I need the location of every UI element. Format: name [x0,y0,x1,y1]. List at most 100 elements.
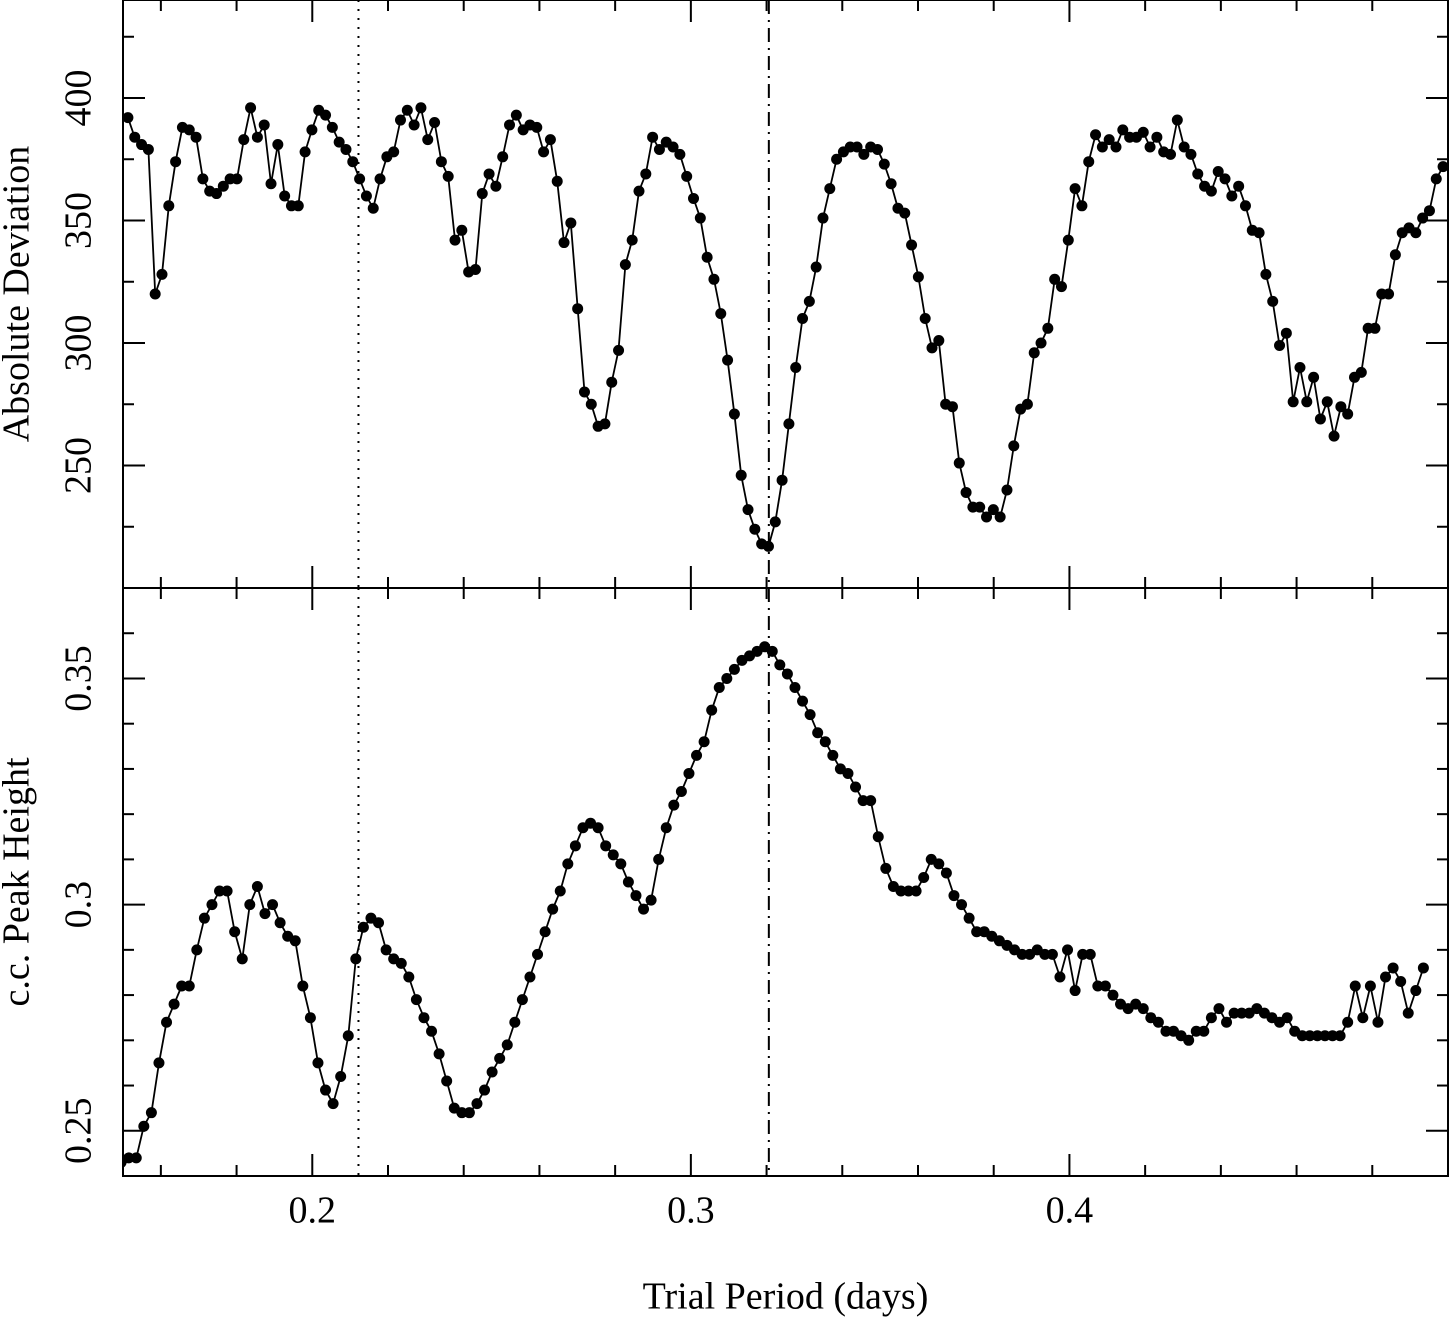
data-point [1039,948,1051,960]
data-point [198,912,210,924]
data-point [1296,1030,1308,1042]
data-point [532,948,544,960]
data-point [668,799,680,811]
data-point [258,119,270,131]
data-point [1357,1012,1369,1024]
data-point [1213,1003,1225,1015]
plot-area [123,588,1429,1176]
data-point [715,308,727,320]
data-point [691,749,703,761]
y-tick-label: 0.3 [58,881,100,929]
data-point [1008,440,1020,452]
data-point [790,362,802,373]
data-point [191,944,203,956]
data-point [713,682,725,694]
data-point [1021,398,1033,410]
data-point [238,134,250,146]
data-point [504,119,516,131]
data-point [1380,971,1392,983]
data-point [1192,168,1204,180]
data-point [722,354,734,366]
data-point [449,234,461,246]
data-point [1090,129,1102,141]
data-point [433,1048,445,1060]
data-point [1410,227,1422,239]
data-point [410,994,422,1006]
data-point [1437,161,1448,173]
data-point [812,727,824,739]
data-point [606,376,618,388]
data-point [1342,408,1354,420]
data-point [1387,962,1399,974]
data-point [956,899,968,911]
data-point [971,926,983,938]
data-point [667,141,679,153]
data-point [940,867,952,879]
data-point [694,212,706,224]
x-axis-label: Trial Period (days) [643,1276,929,1318]
data-point [831,153,843,165]
data-point [626,234,638,246]
data-point [1233,180,1245,192]
data-point [306,124,318,136]
data-point [728,408,740,420]
data-point [1069,985,1081,997]
data-point [1372,1016,1384,1028]
data-point [1028,347,1040,359]
data-point [401,104,413,116]
data-point [827,749,839,761]
data-point [531,121,543,133]
data-point [615,858,627,870]
data-point [272,139,284,151]
data-point [660,822,672,834]
data-point [394,114,406,126]
data-point [1152,1016,1164,1028]
data-point [735,469,747,481]
data-point [1183,1034,1195,1046]
data-point [217,180,229,192]
data-point [857,795,869,807]
data-point [1369,322,1381,334]
data-point [912,271,924,283]
data-point [274,917,286,929]
data-point [774,659,786,671]
data-point [769,516,781,528]
data-point [259,908,271,920]
data-point [960,486,972,498]
data-point [987,504,999,516]
data-point [630,890,642,902]
data-point [1190,1025,1202,1037]
y-tick-label: 0.25 [58,1098,100,1165]
data-point [872,831,884,843]
data-point [819,736,831,748]
data-point [926,342,938,354]
data-point [221,885,233,897]
data-point [1137,126,1149,138]
data-point [299,146,311,158]
data-point [878,158,890,170]
data-point [479,1084,491,1096]
data-point [236,953,248,965]
data-point [1364,980,1376,992]
data-point [572,303,584,315]
data-point [1137,1003,1149,1015]
data-point [1016,948,1028,960]
axes-frame [122,587,1449,1177]
data-point [340,143,352,155]
data-point [456,1107,468,1119]
data-point [963,912,975,924]
data-point [810,261,822,273]
data-point [613,344,625,356]
data-point [1274,339,1286,351]
data-point [476,188,488,200]
data-point [176,980,188,992]
data-point [441,1075,453,1087]
data-point [547,903,559,915]
data-point [797,313,809,324]
data-point [789,682,801,694]
data-point [1205,1012,1217,1024]
data-point [653,853,665,865]
data-point [463,1107,475,1119]
data-point [418,1012,430,1024]
